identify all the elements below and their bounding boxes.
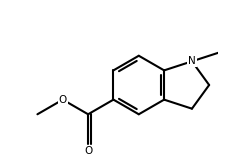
Text: O: O — [84, 146, 92, 156]
Text: O: O — [59, 95, 67, 105]
Text: N: N — [188, 56, 196, 66]
